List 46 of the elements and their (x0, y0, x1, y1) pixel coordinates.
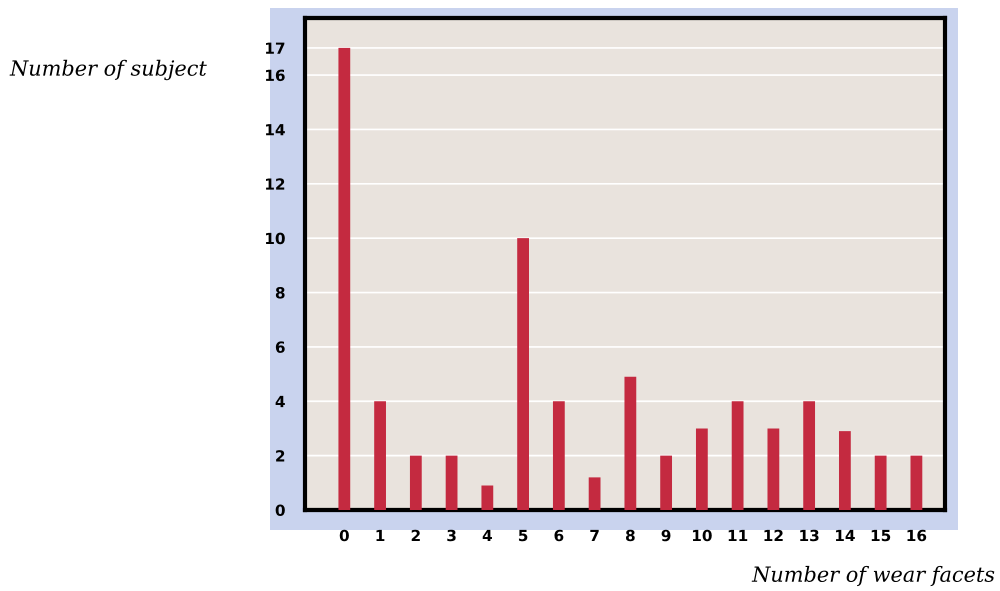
bar (517, 238, 529, 510)
y-tick-label: 12 (266, 178, 284, 190)
bar (338, 48, 350, 510)
x-axis-title: Number of wear facets (752, 566, 994, 586)
y-tick-label: 0 (276, 504, 285, 516)
y-tick-label: 10 (266, 232, 285, 244)
x-tick-label: 16 (907, 530, 926, 542)
x-tick-label: 3 (447, 530, 456, 542)
x-tick-label: 13 (800, 530, 819, 542)
x-tick-label: 7 (590, 530, 599, 542)
bar (910, 456, 922, 510)
bar (732, 401, 744, 510)
y-tick-label: 4 (276, 396, 285, 408)
x-tick-label: 6 (554, 530, 564, 542)
bar (374, 401, 386, 510)
bar (481, 486, 494, 510)
bar (767, 428, 780, 510)
bar (696, 428, 708, 510)
y-axis-title: Number of subject (10, 60, 207, 80)
bar (446, 456, 458, 510)
bar (874, 456, 887, 510)
x-tick-label: 2 (412, 530, 420, 542)
y-tick-label: 17 (266, 42, 284, 54)
bar (660, 456, 672, 510)
x-tick-label: 9 (662, 530, 670, 542)
y-tick-label: 2 (276, 450, 284, 462)
bar (624, 376, 636, 510)
y-tick-label: 8 (276, 287, 285, 299)
bar (552, 401, 565, 510)
x-tick-label: 12 (764, 530, 783, 542)
y-tick-label: 6 (276, 341, 285, 353)
x-tick-label: 1 (376, 530, 384, 542)
bar (803, 401, 816, 510)
x-tick-label: 5 (518, 530, 528, 542)
y-tick-label: 14 (266, 124, 285, 136)
x-tick-label: 14 (836, 530, 855, 542)
x-tick-label: 0 (340, 530, 349, 542)
x-tick-label: 8 (626, 530, 635, 542)
x-tick-label: 10 (692, 530, 712, 542)
x-tick-label: 4 (482, 530, 492, 542)
bar (838, 431, 851, 510)
x-tick-label: 11 (728, 530, 748, 542)
x-tick-label: 15 (872, 530, 890, 542)
y-tick-label: 16 (266, 70, 285, 82)
bar (410, 456, 422, 510)
bar (588, 477, 601, 510)
